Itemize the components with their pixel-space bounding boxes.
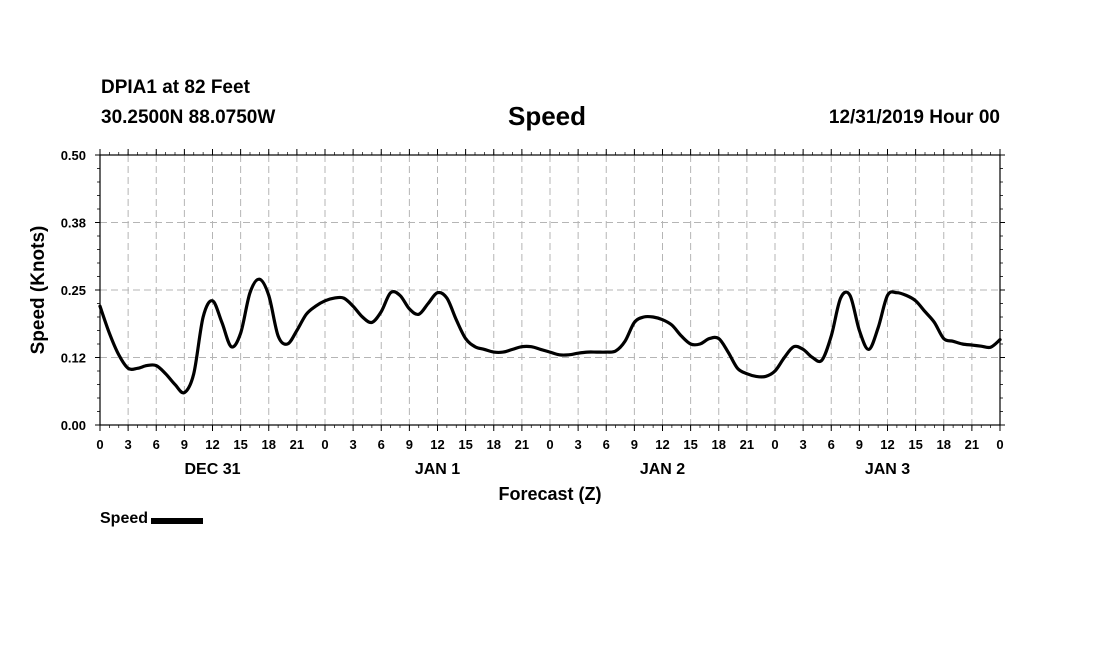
y-tick-label: 0.12 xyxy=(61,351,86,366)
x-tick-label: 0 xyxy=(996,437,1003,452)
day-label: JAN 2 xyxy=(640,461,685,478)
x-axis-label: Forecast (Z) xyxy=(498,484,601,504)
legend: Speed xyxy=(100,510,204,528)
day-label: JAN 1 xyxy=(415,461,460,478)
x-tick-label: 18 xyxy=(487,437,501,452)
x-tick-label: 15 xyxy=(908,437,922,452)
x-tick-label: 21 xyxy=(290,437,304,452)
x-tick-label: 3 xyxy=(575,437,582,452)
y-tick-label: 0.00 xyxy=(61,418,86,433)
day-label: DEC 31 xyxy=(184,461,240,478)
y-tick-label: 0.38 xyxy=(61,216,86,231)
x-tick-label: 9 xyxy=(856,437,863,452)
x-tick-label: 0 xyxy=(771,437,778,452)
x-tick-label: 21 xyxy=(965,437,979,452)
datetime-label: 12/31/2019 Hour 00 xyxy=(828,107,1000,128)
day-label: JAN 3 xyxy=(865,461,910,478)
x-tick-label: 6 xyxy=(828,437,835,452)
x-tick-label: 15 xyxy=(233,437,247,452)
series-line-speed xyxy=(98,277,1002,395)
chart-title: Speed xyxy=(508,101,587,131)
x-tick-label: 9 xyxy=(406,437,413,452)
x-tick-label: 6 xyxy=(378,437,385,452)
x-tick-label: 21 xyxy=(740,437,754,452)
x-tick-label: 6 xyxy=(603,437,610,452)
x-tick-label: 0 xyxy=(546,437,553,452)
x-tick-label: 12 xyxy=(205,437,219,452)
x-tick-label: 9 xyxy=(631,437,638,452)
legend-label: Speed xyxy=(100,510,149,527)
x-tick-label: 15 xyxy=(683,437,697,452)
x-tick-label: 18 xyxy=(712,437,726,452)
x-tick-label: 21 xyxy=(515,437,529,452)
x-tick-label: 9 xyxy=(181,437,188,452)
grid-lines xyxy=(100,155,1000,425)
x-tick-label: 6 xyxy=(153,437,160,452)
axis-labels: 0.00 0.12 0.25 0.38 0.50 0 3 6 9 12 15 18 21 0 3 6 9 12 15… xyxy=(28,148,1004,504)
x-tick-label: 12 xyxy=(655,437,669,452)
plot-frame xyxy=(99,154,1001,426)
x-tick-label: 18 xyxy=(937,437,951,452)
x-tick-label: 0 xyxy=(321,437,328,452)
x-tick-label: 0 xyxy=(96,437,103,452)
x-tick-label: 3 xyxy=(125,437,132,452)
x-tick-label: 3 xyxy=(350,437,357,452)
x-tick-label: 3 xyxy=(800,437,807,452)
y-tick-label: 0.25 xyxy=(61,283,86,298)
coordinates-label: 30.2500N 88.0750W xyxy=(101,107,276,128)
y-axis-label: Speed (Knots) xyxy=(28,226,49,355)
x-tick-label: 12 xyxy=(880,437,894,452)
series-group xyxy=(98,277,1002,395)
x-tick-label: 12 xyxy=(430,437,444,452)
y-tick-label: 0.50 xyxy=(61,148,86,163)
legend-swatch xyxy=(151,517,204,524)
x-tick-label: 18 xyxy=(262,437,276,452)
station-label: DPIA1 at 82 Feet xyxy=(101,77,250,98)
x-tick-label: 15 xyxy=(458,437,472,452)
